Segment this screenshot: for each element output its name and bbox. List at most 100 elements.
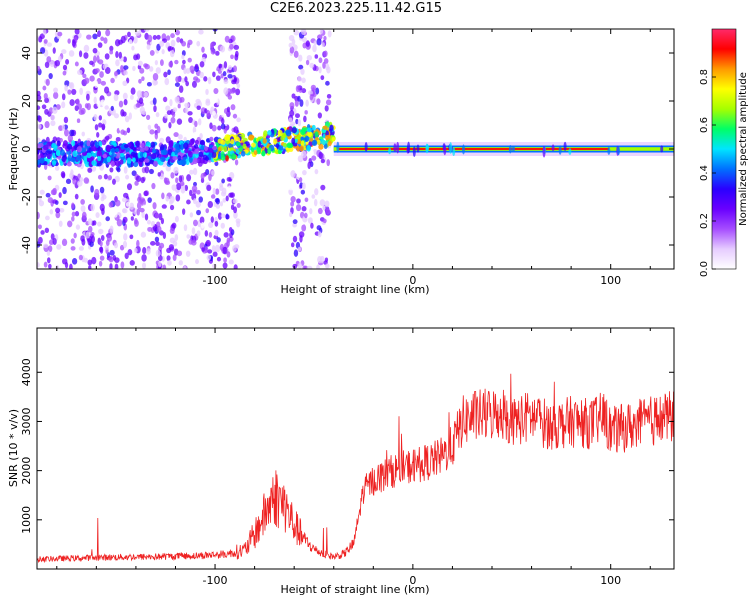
spectrogram-noise-mark <box>176 36 181 43</box>
spectrogram-noise-mark <box>129 260 135 266</box>
spectrogram-noise-mark <box>108 201 114 208</box>
spectrogram-trace-mark <box>139 147 145 153</box>
spectrogram-noise-mark <box>138 78 142 84</box>
spectrogram-noise-mark <box>113 113 120 119</box>
spectrogram-noise-mark <box>327 30 332 38</box>
spectrogram-trace-mark <box>220 151 225 158</box>
spectrogram-noise-mark <box>222 246 228 255</box>
snr-axes: -100 0 100 1000 2000 3000 4000 <box>20 328 674 587</box>
spectrogram-noise-mark <box>90 231 95 237</box>
spectrogram-noise-mark <box>212 187 216 196</box>
spectrogram-noise-mark <box>169 199 173 205</box>
spectrogram-noise-mark <box>309 93 314 101</box>
spectrogram-noise-mark <box>155 249 161 257</box>
spectrogram-noise-mark <box>159 40 165 47</box>
spectrogram-trace-mark <box>61 155 66 163</box>
spectrogram-noise-mark <box>132 65 136 72</box>
spectrogram-trace-mark <box>135 140 140 148</box>
spectrogram-noise-mark <box>80 205 86 212</box>
spectrogram-noise-mark <box>195 200 201 208</box>
spectrogram-noise-mark <box>110 105 114 111</box>
spectrogram-noise-mark <box>43 243 49 249</box>
spectrogram-noise-mark <box>210 216 214 223</box>
spectrogram-trace-mark <box>67 154 73 162</box>
spectrogram-noise-mark <box>233 211 238 219</box>
spectrogram-line-blob <box>563 141 567 151</box>
spectrogram-noise-mark <box>99 240 103 247</box>
spectrogram-trace-mark <box>110 147 116 154</box>
spectrogram-noise-mark <box>101 123 106 131</box>
spectrogram-noise-mark <box>304 110 308 115</box>
spectrogram-trace-mark <box>86 152 92 159</box>
spectrogram-noise-mark <box>307 161 311 170</box>
spectrogram-noise-mark <box>184 102 190 108</box>
spectrogram-noise-mark <box>235 88 241 96</box>
spectrogram-noise-mark <box>61 49 67 55</box>
spectrogram-trace-mark <box>51 142 57 149</box>
spectrogram-noise-mark <box>236 117 241 123</box>
spectrogram-noise-mark <box>222 262 228 269</box>
spectrogram-noise-mark <box>232 245 237 252</box>
spectrogram-noise-mark <box>48 263 52 269</box>
spectrogram-noise-mark <box>200 172 205 180</box>
spectrogram-noise-mark <box>288 212 293 218</box>
spectrogram-noise-mark <box>301 206 307 212</box>
spectrogram-trace-mark <box>300 136 305 142</box>
spectrogram-noise-mark <box>311 194 316 199</box>
spectrogram-noise-mark <box>293 29 300 36</box>
spectrogram-noise-mark <box>293 249 299 257</box>
spectrogram-noise-mark <box>223 87 229 95</box>
spectrogram-noise-mark <box>95 212 100 218</box>
spectrogram-trace-mark <box>168 140 174 148</box>
spectrogram-noise-mark <box>221 118 225 125</box>
spectrogram-noise-mark <box>300 189 306 195</box>
spectrogram-noise-mark <box>49 209 54 215</box>
spectrogram-noise-mark <box>323 114 329 123</box>
spectrogram-noise-mark <box>37 90 41 96</box>
spectrogram-noise-mark <box>155 112 160 118</box>
spectrogram-noise-mark <box>310 222 314 229</box>
spectrogram-noise-mark <box>39 189 45 195</box>
spectrogram-trace-mark <box>248 134 254 141</box>
spectrogram-noise-mark <box>37 115 42 123</box>
spectrogram-noise-mark <box>205 208 210 214</box>
spectrogram-noise-mark <box>109 263 113 269</box>
spectrogram-trace-mark <box>306 144 311 152</box>
spectrogram-noise-mark <box>229 192 235 198</box>
spectrogram-noise-mark <box>53 91 59 100</box>
spectrogram-xlabel: Height of straight line (km) <box>280 283 429 296</box>
spectrogram-noise-mark <box>104 53 110 60</box>
spectrogram-noise-mark <box>310 161 314 168</box>
spectrogram-noise-mark <box>83 177 90 184</box>
spectrogram-noise-mark <box>182 59 186 65</box>
spectrogram-trace-mark <box>83 154 87 161</box>
spectrogram-noise-mark <box>191 227 196 235</box>
spectrogram-trace-mark <box>114 147 120 153</box>
spectrogram-noise-mark <box>206 184 212 192</box>
spectrogram-noise-mark <box>123 70 128 76</box>
colorbar-tick-label: 0.2 <box>699 213 710 229</box>
spectrogram-noise-mark <box>175 194 181 202</box>
spectrogram-noise-mark <box>183 265 187 269</box>
spectrogram-noise-mark <box>37 211 40 220</box>
spectrogram-noise-mark <box>188 238 194 245</box>
spectrogram-noise-mark <box>211 124 217 132</box>
spectrogram-trace-mark <box>106 144 111 152</box>
spectrogram-noise-mark <box>112 178 116 185</box>
spectrogram-noise-mark <box>305 40 310 47</box>
spectrogram-noise-mark <box>295 118 299 125</box>
spectrogram-noise-mark <box>301 224 307 232</box>
spectrogram-noise-mark <box>319 29 324 35</box>
spectrogram-noise-mark <box>300 29 307 36</box>
spectrogram-noise-mark <box>325 99 332 106</box>
spectrogram-line-blob <box>388 147 392 155</box>
spectrogram-noise-mark <box>74 105 79 112</box>
spectrogram-noise-mark <box>134 180 139 186</box>
spectrogram-noise-mark <box>77 180 83 187</box>
spectrogram-noise-mark <box>154 212 160 219</box>
spectrogram-noise-mark <box>289 46 295 54</box>
spectrogram-noise-mark <box>224 35 230 43</box>
spectrogram-noise-mark <box>130 216 134 221</box>
spectrogram-noise-mark <box>218 63 223 69</box>
